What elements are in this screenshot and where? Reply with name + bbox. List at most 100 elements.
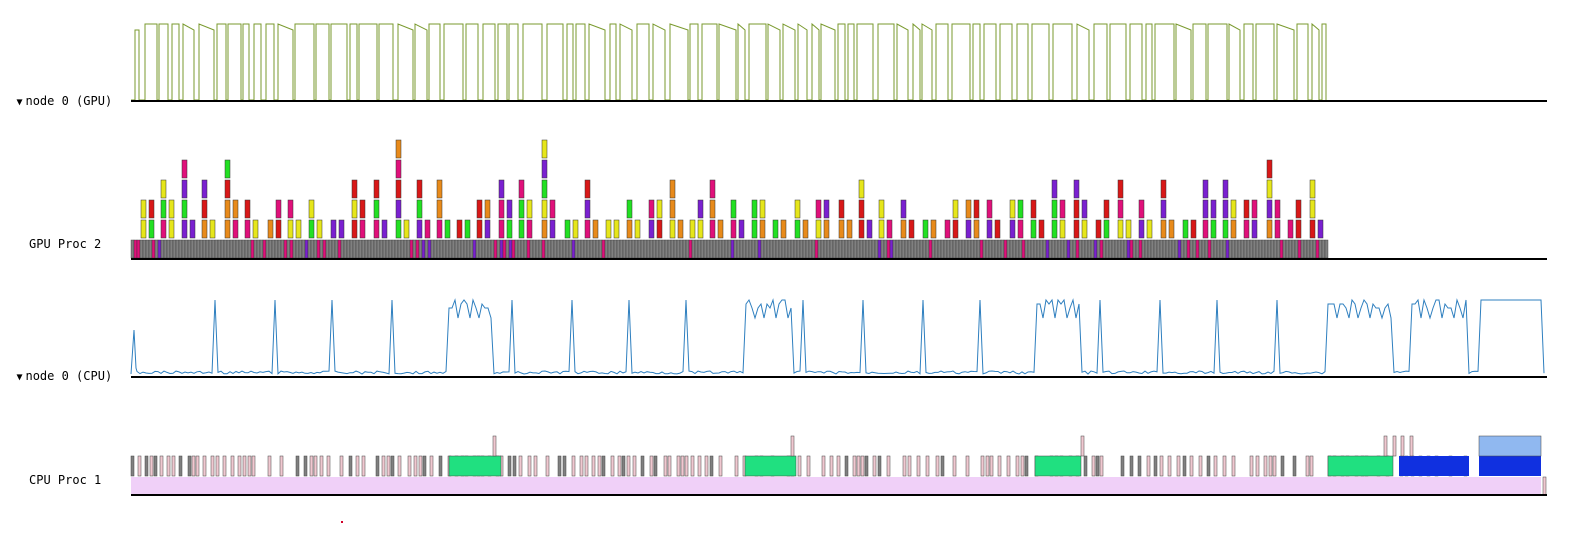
gpu-task-block	[610, 239, 615, 259]
gpu-task-block	[685, 239, 690, 259]
gpu-task-block	[794, 219, 801, 239]
gpu-task-block	[1192, 239, 1197, 259]
gpu-task-block	[775, 239, 780, 259]
gpu-task-block	[973, 219, 980, 239]
cpu-task-block	[159, 455, 164, 477]
gpu-task-block	[499, 239, 504, 259]
cpu-task-block	[422, 455, 427, 477]
cpu-task-block	[649, 455, 654, 477]
gpu-task-block	[697, 219, 704, 239]
gpu-task-block	[715, 239, 720, 259]
gpu-task-block	[976, 239, 981, 259]
gpu-task-block	[498, 179, 505, 199]
gpu-task-block	[709, 219, 716, 239]
gpu-task-block	[1114, 239, 1119, 259]
gpu-task-block	[1096, 239, 1101, 259]
gpu-task-block	[1189, 239, 1194, 259]
gpu-task-block	[397, 239, 402, 259]
gpu-task-block	[457, 239, 462, 259]
gpu-task-block	[325, 239, 330, 259]
gpu-task-block	[1123, 239, 1128, 259]
gpu-task-block	[778, 239, 783, 259]
gpu-task-block	[886, 219, 893, 239]
gpu-task-block	[547, 239, 552, 259]
gpu-task-block	[598, 239, 603, 259]
cpu-task-block	[222, 455, 227, 477]
gpu-task-block	[445, 239, 450, 259]
cpu-node-label: node 0 (CPU)	[25, 369, 113, 383]
cpu-task-block	[640, 455, 645, 477]
cpu-task-block	[533, 455, 538, 477]
gpu-task-block	[1027, 239, 1032, 259]
cpu-task-block	[1129, 455, 1134, 477]
gpu-task-block	[1105, 239, 1110, 259]
gpu-task-block	[1168, 239, 1173, 259]
gpu-task-block	[526, 239, 531, 259]
gpu-task-block	[634, 239, 639, 259]
gpu-task-block	[1102, 239, 1107, 259]
gpu-task-block	[823, 219, 830, 239]
gpu-task-block	[1072, 239, 1077, 259]
gpu-task-block	[898, 239, 903, 259]
gpu-utilization-graph[interactable]	[131, 20, 1547, 102]
cpu-proc-task-lane[interactable]	[130, 435, 1547, 496]
gpu-task-block	[235, 239, 240, 259]
gpu-task-block	[838, 239, 843, 259]
gpu-task-block	[946, 239, 951, 259]
cpu-task-block	[1006, 455, 1011, 477]
gpu-task-block	[416, 179, 423, 199]
collapse-toggle-icon[interactable]: ▼	[16, 372, 23, 383]
gpu-task-block	[280, 239, 285, 259]
cpu-utilization-graph[interactable]	[130, 296, 1547, 378]
gpu-task-block	[395, 219, 402, 239]
gpu-proc-row-label: GPU Proc 2	[29, 237, 102, 251]
gpu-task-block	[395, 199, 402, 219]
cpu-task-block	[313, 455, 318, 477]
gpu-task-block	[268, 239, 273, 259]
gpu-task-block	[766, 239, 771, 259]
gpu-task-block	[862, 239, 867, 259]
cpu-task-block	[676, 455, 681, 477]
gpu-task-block	[574, 239, 579, 259]
gpu-task-block	[1135, 239, 1140, 259]
gpu-task-block	[1317, 219, 1324, 239]
cpu-task-block	[940, 455, 945, 477]
gpu-task-block	[979, 239, 984, 259]
gpu-task-block	[688, 239, 693, 259]
gpu-task-block	[418, 239, 423, 259]
collapse-toggle-icon[interactable]: ▼	[16, 97, 23, 108]
cpu-task-block	[935, 455, 940, 477]
gpu-task-block	[334, 239, 339, 259]
gpu-task-block	[133, 239, 138, 259]
gpu-task-block	[271, 239, 276, 259]
gpu-task-block	[1038, 219, 1045, 239]
gpu-task-block	[1207, 239, 1212, 259]
gpu-task-block	[139, 239, 144, 259]
gpu-task-block	[919, 239, 924, 259]
gpu-task-block	[175, 239, 180, 259]
cpu-task-block	[319, 455, 324, 477]
gpu-task-block	[541, 159, 548, 179]
gpu-task-block	[799, 239, 804, 259]
gpu-task-block	[388, 239, 393, 259]
gpu-task-block	[1315, 239, 1320, 259]
gpu-task-block	[1138, 239, 1143, 259]
gpu-task-block	[556, 239, 561, 259]
gpu-task-block	[802, 219, 809, 239]
gpu-task-block	[295, 239, 300, 259]
cpu-task-block	[237, 455, 242, 477]
gpu-task-block	[244, 219, 251, 239]
gpu-task-block	[1222, 239, 1227, 259]
gpu-task-block	[484, 219, 491, 239]
gpu-proc-task-lane[interactable]	[130, 139, 1547, 260]
gpu-task-block	[900, 219, 907, 239]
gpu-task-block	[1182, 219, 1189, 239]
gpu-task-block	[287, 219, 294, 239]
gpu-task-block	[583, 239, 588, 259]
gpu-task-block	[319, 239, 324, 259]
gpu-node-row-label: ▼ node 0 (GPU)	[2, 80, 112, 110]
gpu-task-block	[1183, 239, 1188, 259]
gpu-task-block	[229, 239, 234, 259]
gpu-task-block	[794, 199, 801, 219]
gpu-task-block	[265, 239, 270, 259]
